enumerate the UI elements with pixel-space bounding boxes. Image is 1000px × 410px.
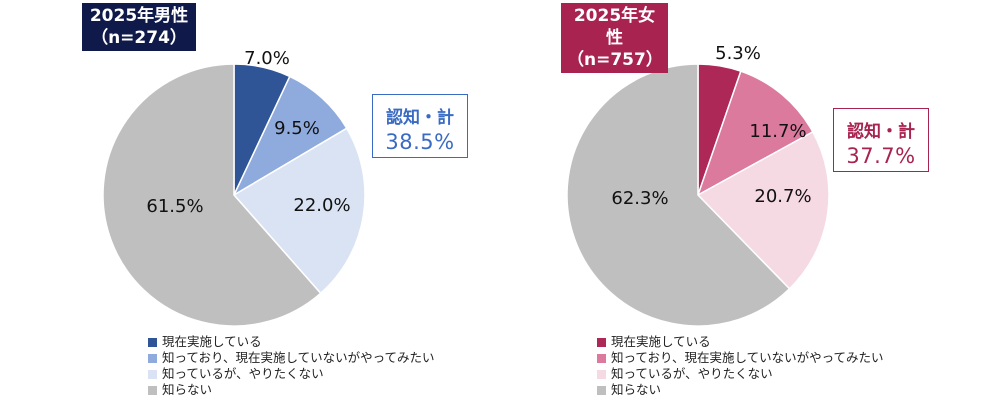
legend-label: 知っているが、やりたくない <box>611 366 773 381</box>
male-slice-2 <box>232 75 348 197</box>
legend-swatch <box>148 369 157 379</box>
female-sample-size: （n=757） <box>567 50 663 70</box>
legend-item: 知らない <box>148 382 435 398</box>
legend-label: 知っており、現在実施していないがやってみたい <box>162 350 435 365</box>
female-awareness-label: 認知・計 <box>847 122 915 142</box>
male-data-label-1: 7.0% <box>244 48 290 69</box>
legend-swatch <box>597 369 606 379</box>
female-legend: 現在実施している 知っており、現在実施していないがやってみたい 知っているが、やりた… <box>597 334 884 398</box>
female-title-box: 2025年女性 （n=757） <box>561 3 668 73</box>
female-data-label-4: 62.3% <box>611 188 668 209</box>
female-title: 2025年女性 <box>573 6 656 48</box>
male-slice-4 <box>102 63 322 327</box>
legend-item: 知らない <box>597 382 884 398</box>
legend-label: 知らない <box>162 382 213 397</box>
female-data-label-2: 11.7% <box>749 121 806 142</box>
female-data-label-1: 5.3% <box>715 43 761 64</box>
legend-swatch <box>148 353 157 363</box>
legend-swatch <box>597 353 606 363</box>
male-data-label-4: 61.5% <box>146 196 203 217</box>
male-awareness-value: 38.5% <box>385 130 455 154</box>
legend-swatch <box>597 337 606 347</box>
legend-item: 現在実施している <box>148 334 435 350</box>
legend-swatch <box>597 385 606 395</box>
male-data-label-3: 22.0% <box>293 195 350 216</box>
male-legend: 現在実施している 知っており、現在実施していないがやってみたい 知っているが、やりた… <box>148 334 435 398</box>
male-awareness-callout: 認知・計 38.5% <box>372 94 468 158</box>
male-sample-size: （n=274） <box>91 28 187 48</box>
female-slice-3 <box>696 130 830 290</box>
legend-label: 知らない <box>611 382 662 397</box>
male-awareness-label: 認知・計 <box>386 108 454 128</box>
legend-label: 知っているが、やりたくない <box>162 366 324 381</box>
female-awareness-value: 37.7% <box>846 144 916 168</box>
legend-label: 知っており、現在実施していないがやってみたい <box>611 350 884 365</box>
legend-label: 現在実施している <box>611 334 711 349</box>
legend-item: 知っているが、やりたくない <box>148 366 435 382</box>
female-awareness-callout: 認知・計 37.7% <box>833 108 929 172</box>
male-slice-3 <box>232 127 366 295</box>
legend-item: 知っており、現在実施していないがやってみたい <box>597 350 884 366</box>
legend-item: 知っているが、やりたくない <box>597 366 884 382</box>
legend-label: 現在実施している <box>162 334 262 349</box>
female-slice-2 <box>696 70 814 197</box>
legend-swatch <box>148 337 157 347</box>
male-title: 2025年男性 <box>89 6 189 26</box>
male-data-label-2: 9.5% <box>274 118 320 139</box>
male-title-box: 2025年男性 （n=274） <box>82 3 196 51</box>
legend-item: 現在実施している <box>597 334 884 350</box>
legend-item: 知っており、現在実施していないがやってみたい <box>148 350 435 366</box>
female-slice-4 <box>566 63 791 327</box>
female-data-label-3: 20.7% <box>754 186 811 207</box>
legend-swatch <box>148 385 157 395</box>
